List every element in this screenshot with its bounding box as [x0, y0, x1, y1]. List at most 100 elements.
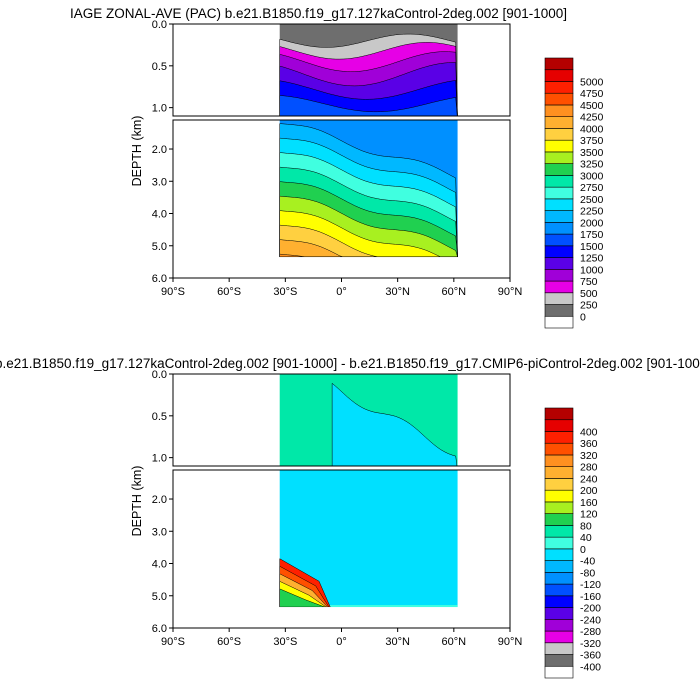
colorbar-swatch [544, 92, 574, 106]
x-tick-label: 60°S [217, 636, 241, 648]
colorbar-swatch [544, 233, 574, 247]
colorbar-label: 40 [580, 532, 592, 544]
colorbar-label: 500 [580, 288, 598, 300]
y-tick-label: 4.0 [152, 559, 167, 571]
colorbar-label: 3500 [580, 147, 604, 159]
colorbar-swatch [544, 292, 574, 305]
colorbar-swatch [544, 431, 574, 444]
colorbar-swatch [544, 186, 574, 200]
colorbar-label: 4750 [580, 88, 604, 100]
y-tick-label: 5.0 [152, 241, 167, 253]
x-tick-label: 90°N [498, 636, 523, 648]
y-tick-label: 0.0 [152, 19, 167, 31]
colorbar-label: 360 [580, 438, 598, 450]
colorbar-swatch [544, 454, 574, 467]
colorbar-label: 0 [580, 544, 586, 556]
colorbar-swatch [544, 245, 574, 258]
upper-depth-field [279, 374, 458, 466]
no-data-mask [173, 257, 510, 278]
colorbar-label: 2500 [580, 194, 604, 206]
colorbar-swatch [544, 139, 574, 153]
y-tick-label: 2.0 [152, 144, 167, 156]
colorbar-swatch [544, 536, 574, 550]
x-tick-label: 0° [336, 636, 347, 648]
x-tick-label: 30°S [273, 286, 297, 298]
colorbar-label: -40 [580, 556, 595, 568]
y-tick-label: 5.0 [152, 591, 167, 603]
colorbar-swatch [544, 69, 574, 82]
y-axis-label: DEPTH (km) [130, 466, 144, 537]
colorbar-label: 1000 [580, 264, 604, 276]
chart-title: IAGE ZONAL-AVE (PAC) b.e21.B1850.f19_g17… [70, 6, 567, 21]
colorbar-label: -240 [580, 614, 601, 626]
colorbar-label: 1250 [580, 253, 604, 265]
age-band-5 [279, 95, 458, 116]
colorbar-swatch [544, 466, 574, 479]
no-data-mask [173, 607, 510, 628]
colorbar-swatch [544, 572, 574, 585]
y-tick-label: 4.0 [152, 209, 167, 221]
x-tick-label: 30°N [385, 636, 410, 648]
y-tick-label: 2.0 [152, 494, 167, 506]
colorbar-swatch [544, 104, 574, 117]
y-tick-label: 0.5 [152, 411, 167, 423]
x-tick-label: 60°N [442, 636, 467, 648]
colorbar-label: 2250 [580, 206, 604, 218]
colorbar-swatch [544, 198, 574, 211]
colorbar-label: -120 [580, 579, 601, 591]
lower-depth-field [173, 120, 510, 278]
x-tick-label: 90°N [498, 286, 523, 298]
colorbar-swatch [544, 304, 574, 317]
colorbar-swatch [544, 525, 574, 538]
colorbar-label: 750 [580, 276, 598, 288]
colorbar-swatch [544, 548, 574, 561]
colorbar-swatch [544, 607, 574, 620]
y-tick-label: 1.0 [152, 453, 167, 465]
y-tick-label: 3.0 [152, 176, 167, 188]
colorbar-swatch [544, 222, 574, 235]
colorbar-label: -200 [580, 603, 601, 615]
colorbar-swatch [544, 619, 574, 632]
colorbar-swatch [544, 116, 574, 129]
colorbar-label: 1750 [580, 229, 604, 241]
colorbar-swatch [544, 489, 574, 503]
colorbar-label: 0 [580, 311, 586, 323]
colorbar-label: 5000 [580, 76, 604, 88]
y-tick-label: 6.0 [152, 273, 167, 285]
colorbar-swatch [544, 407, 574, 421]
age-panel: IAGE ZONAL-AVE (PAC) b.e21.B1850.f19_g17… [70, 6, 604, 329]
colorbar-label: 160 [580, 497, 598, 509]
colorbar-swatch [544, 81, 574, 94]
y-axis-label: DEPTH (km) [130, 116, 144, 187]
colorbar-swatch [544, 175, 574, 188]
colorbar-swatch [544, 583, 574, 597]
colorbar-swatch [544, 665, 574, 679]
y-tick-label: 6.0 [152, 623, 167, 635]
colorbar-label: 400 [580, 426, 598, 438]
x-tick-label: 30°S [273, 636, 297, 648]
colorbar-label: 200 [580, 485, 598, 497]
colorbar-swatch [544, 210, 574, 223]
colorbar-label: 3250 [580, 159, 604, 171]
y-tick-label: 0.5 [152, 61, 167, 73]
x-tick-label: 90°S [161, 636, 185, 648]
colorbar-swatch [544, 128, 574, 141]
colorbar-label: -360 [580, 650, 601, 662]
colorbar-swatch [544, 595, 574, 608]
colorbar-swatch [544, 315, 574, 329]
upper-panel-frame [172, 373, 511, 467]
upper-depth-field [279, 24, 458, 116]
colorbar-label: 4250 [580, 112, 604, 124]
colorbar-label: 2750 [580, 182, 604, 194]
colorbar-swatch [544, 442, 574, 456]
x-tick-label: 60°S [217, 286, 241, 298]
colorbar-label: -160 [580, 591, 601, 603]
colorbar-label: 4000 [580, 123, 604, 135]
colorbar-swatch [544, 57, 574, 71]
colorbar-swatch [544, 630, 574, 644]
colorbar-label: 250 [580, 300, 598, 312]
y-tick-label: 1.0 [152, 103, 167, 115]
colorbar-swatch [544, 513, 574, 526]
colorbar-label: -320 [580, 638, 601, 650]
difference-panel: b.e21.B1850.f19_g17.127kaControl-2deg.00… [0, 356, 700, 679]
